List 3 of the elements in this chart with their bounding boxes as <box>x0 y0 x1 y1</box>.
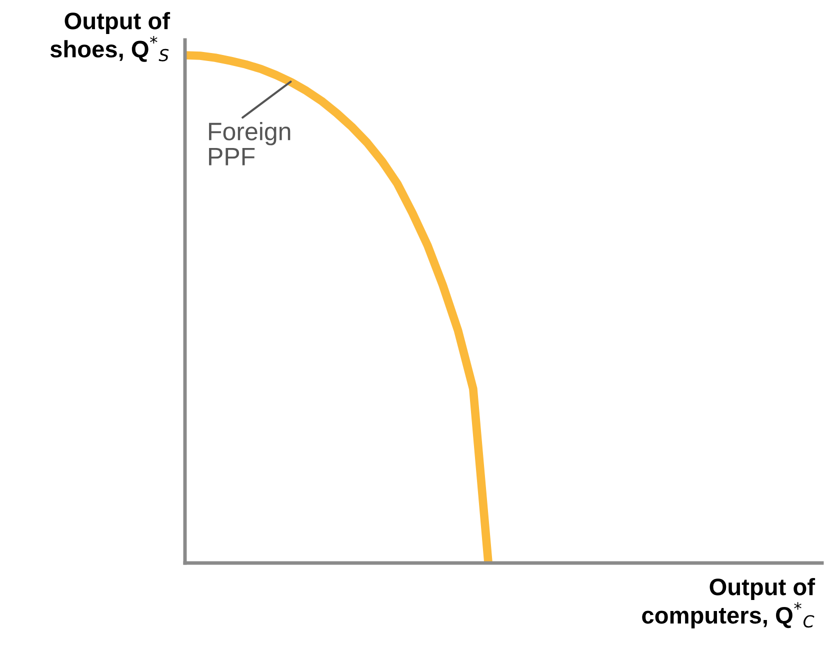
annotation: Foreign PPF <box>209 122 290 166</box>
y-axis-title: Output of shoes, Q$^{*}$$_{S}$ <box>50 12 170 62</box>
x-axis-title: Output of computers, Q$^{*}$$_{C}$ <box>642 578 816 628</box>
